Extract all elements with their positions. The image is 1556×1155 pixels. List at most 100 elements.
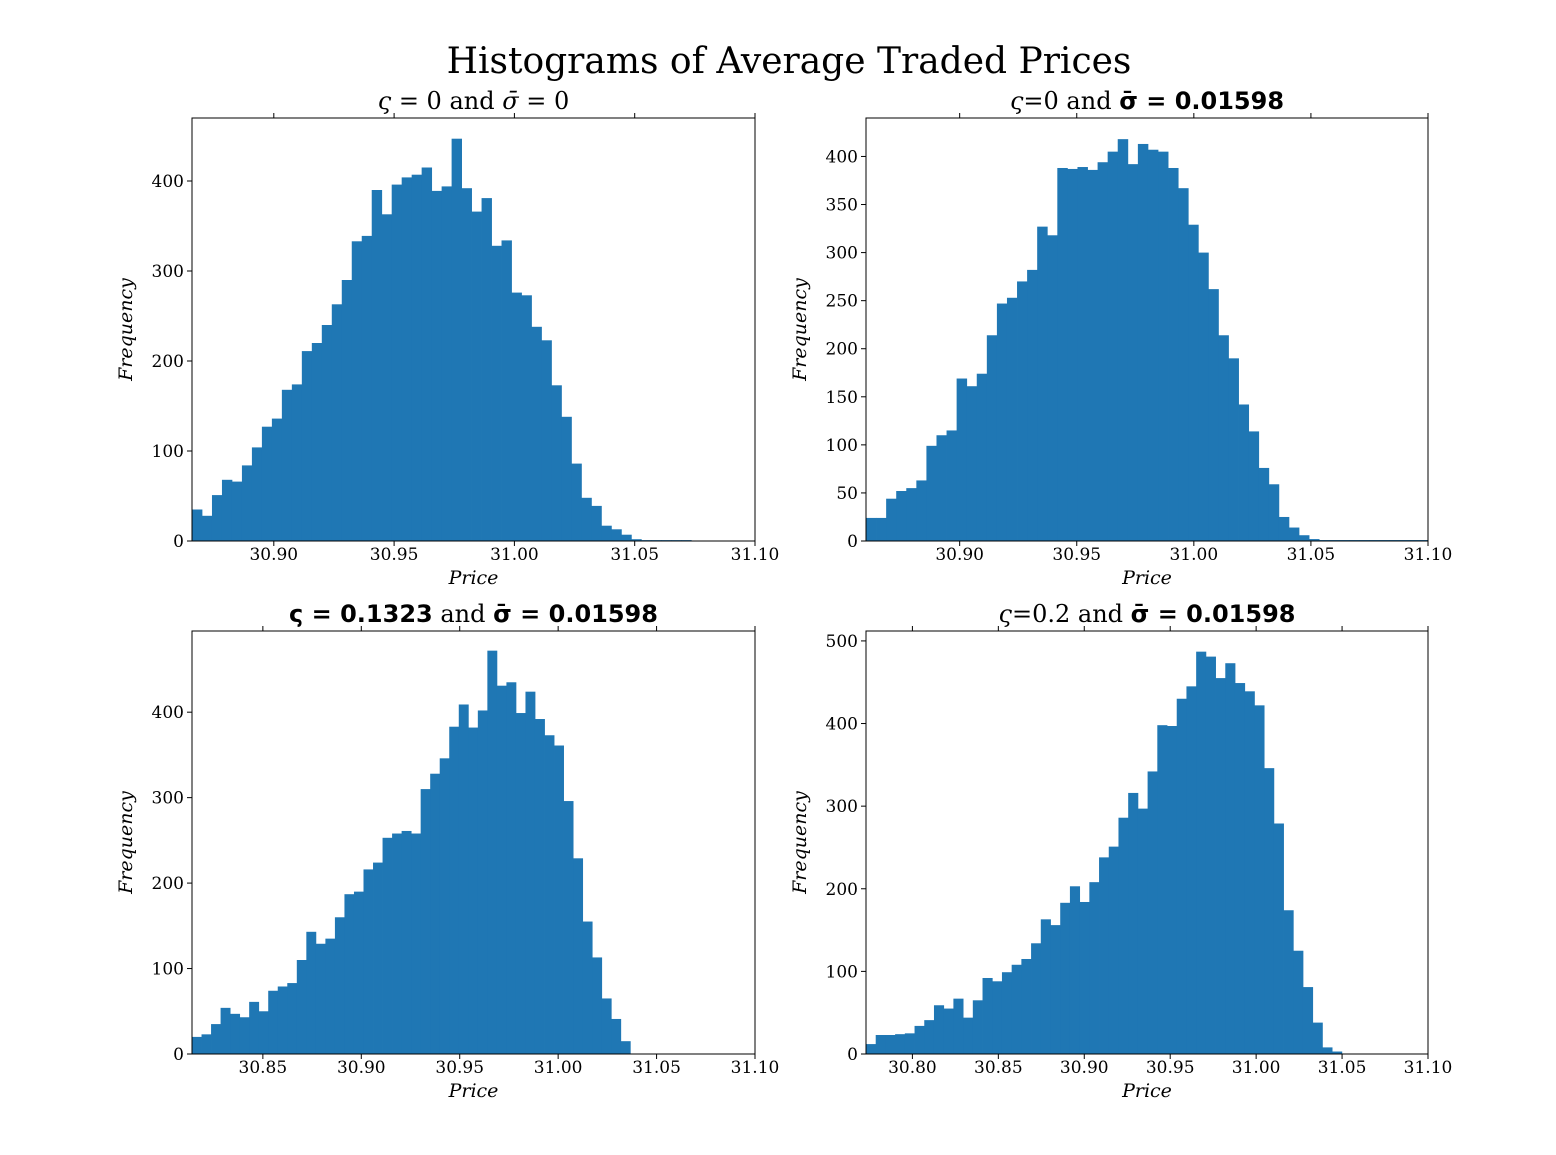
histogram-bar [972,1000,983,1054]
histogram-bar [230,1013,241,1054]
y-axis-label: Frequency [789,791,811,895]
histogram-bar [953,998,964,1054]
histogram-bar [561,416,572,541]
x-tick-label: 30.95 [1146,1058,1195,1078]
histogram-bar [1001,972,1013,1054]
panel-title-part: =0.2 [1012,600,1070,628]
histogram-bar [904,1033,915,1054]
histogram-bar [554,745,564,1054]
histogram-bar [571,463,582,541]
histogram-bar [420,789,431,1054]
x-tick-label: 30.95 [1052,545,1101,565]
histogram-bar [373,862,383,1054]
histogram-bar [581,497,592,541]
histogram-bar [334,917,345,1054]
histogram-bar [201,1034,212,1054]
panel-title-part: σ̄ [1119,87,1138,115]
x-tick-label: 30.85 [974,1058,1023,1078]
histogram-bar [468,727,479,1054]
histogram-bar [311,343,323,541]
panel-title-part: ς [378,87,392,115]
histogram-bar [361,235,373,541]
histogram-bar [1040,919,1051,1054]
histogram-bar [1298,535,1310,541]
histogram-bar [592,957,603,1054]
histogram-bar [996,303,1008,541]
histogram-bar [1027,269,1038,541]
histogram-bar [531,326,542,541]
histogram-bar [1017,281,1028,541]
histogram-bar [1218,335,1229,541]
histogram-bar [449,726,460,1054]
y-axis-label: Frequency [789,278,811,382]
y-tick-label: 500 [826,632,858,652]
x-tick-label: 31.10 [731,545,780,565]
histogram-bar [1312,1022,1323,1054]
histogram-bar [487,650,498,1054]
histogram-bar [381,214,393,542]
panel-title-part: σ̄ [1131,600,1150,628]
panel-title: ς = 0.1323 and σ̄ = 0.01598 [289,600,658,628]
histogram-bar [1077,167,1088,541]
histogram-bar [391,184,403,541]
histogram-bar [976,373,988,541]
histogram-bar [231,481,243,541]
histogram-bar [1118,817,1129,1054]
x-tick-label: 31.10 [1404,545,1453,565]
panel-title-part: and [442,87,502,115]
x-tick-label: 30.95 [370,545,419,565]
panel-title-part: σ̄ [502,87,519,115]
x-tick-label: 30.90 [1060,1058,1109,1078]
y-tick-label: 250 [826,292,858,312]
histogram-bar [1244,691,1255,1054]
panel-title-part: = 0 [391,87,442,115]
histogram-bar [277,986,288,1054]
histogram-bar [281,389,293,541]
histogram-bars [192,650,631,1054]
histogram-bar [306,931,317,1054]
x-tick-label: 31.00 [1232,1058,1281,1078]
histogram-bar [866,1044,877,1054]
histogram-bar [1205,656,1216,1054]
x-tick-label: 30.90 [337,1058,386,1078]
histogram-bar [963,1017,974,1054]
y-tick-label: 100 [826,962,858,982]
histogram-bar [221,479,233,541]
histogram-bar [496,685,507,1054]
x-axis-label: Price [1121,1080,1172,1102]
histogram-bar [1258,467,1270,541]
histogram-bar [458,704,469,1054]
x-tick-label: 31.00 [490,545,539,565]
histogram-bar [211,1024,221,1054]
panel-title-part: σ̄ [493,600,512,628]
histogram-bar [1302,987,1314,1054]
y-tick-label: 350 [826,196,858,216]
histogram-bar [956,378,968,541]
histogram-bar [1089,882,1100,1054]
panel-title-part: = 0.01598 [1138,87,1284,115]
histogram-bar [506,682,517,1054]
x-tick-label: 30.90 [249,545,298,565]
histogram-bar [611,1018,622,1054]
histogram-bar [392,833,403,1054]
axes-frame [191,117,756,542]
histogram-bar [541,340,552,541]
histogram-bar [268,990,279,1054]
panel-title-part: = 0 [519,87,570,115]
y-tick-label: 0 [173,1045,184,1065]
axes-frame [191,630,756,1055]
x-tick-label: 30.85 [239,1058,288,1078]
panel-title-part: ς [999,600,1013,628]
histogram-bar [1069,886,1081,1054]
histogram-bar [291,384,303,541]
histogram-bar [451,138,462,541]
panel-title-part: =0 [1023,87,1058,115]
histogram-bar [1050,925,1061,1054]
histogram-bar [876,517,887,541]
histogram-bar [401,177,413,541]
histogram-bar [401,830,412,1054]
panel-title: ς = 0 and σ̄ = 0 [378,87,570,115]
histogram-bar [1208,289,1219,541]
histogram-bar [1021,958,1032,1054]
histogram-bar [936,435,947,541]
